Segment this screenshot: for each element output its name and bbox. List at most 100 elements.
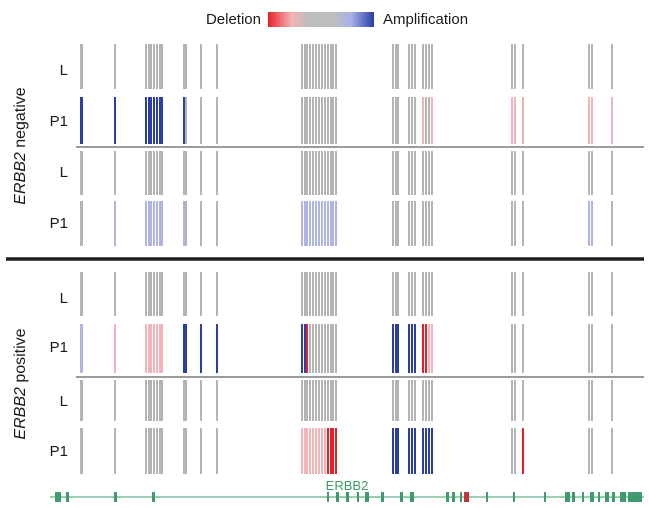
probe-bar <box>306 151 308 195</box>
probe-bar <box>411 428 413 474</box>
probe-bar <box>315 97 317 144</box>
probe-bar <box>522 44 524 89</box>
probe-bar <box>81 380 83 421</box>
probe-bar <box>514 97 516 144</box>
gene-exon <box>410 492 414 502</box>
probe-bar <box>315 380 317 421</box>
probe-bar <box>431 324 433 373</box>
probe-bar <box>414 272 416 316</box>
probe-bar <box>408 97 410 144</box>
probe-bar <box>425 97 427 144</box>
probe-bar <box>335 380 337 421</box>
probe-bar <box>431 380 433 421</box>
probe-bar <box>159 380 161 421</box>
probe-bar <box>321 380 323 421</box>
probe-bar <box>324 201 326 246</box>
probe-bar <box>304 324 306 373</box>
gene-exon <box>114 492 117 502</box>
probe-bar <box>611 272 613 316</box>
probe-bar <box>306 44 308 89</box>
probe-bar <box>422 324 424 373</box>
probe-bar <box>335 97 337 144</box>
probe-bar <box>185 324 187 373</box>
probe-bar <box>148 97 150 144</box>
probe-bar <box>150 428 152 474</box>
gene-exon <box>446 492 449 502</box>
probe-bar <box>425 44 427 89</box>
probe-bar <box>395 272 397 316</box>
legend-color-bar <box>268 12 374 27</box>
probe-bar <box>312 380 314 421</box>
probe-bar <box>397 201 399 246</box>
probe-bar <box>431 44 433 89</box>
probe-bar <box>591 380 593 421</box>
probe-bar <box>395 380 397 421</box>
probe-bar <box>148 324 150 373</box>
probe-bar <box>306 97 308 144</box>
probe-bar <box>81 428 83 474</box>
probe-bar <box>304 272 306 316</box>
probe-bar <box>114 324 116 373</box>
probe-bar <box>161 151 163 195</box>
probe-bar <box>411 151 413 195</box>
probe-bar <box>522 151 524 195</box>
probe-bar <box>200 44 202 89</box>
probe-bar <box>591 97 593 144</box>
track-label-pos-p1a: P1 <box>50 339 68 356</box>
probe-bar <box>312 201 314 246</box>
probe-bar <box>200 380 202 421</box>
probe-bar <box>114 272 116 316</box>
probe-bar <box>414 97 416 144</box>
probe-bar <box>161 428 163 474</box>
probe-bar <box>425 380 427 421</box>
probe-bar <box>301 380 303 421</box>
probe-bar <box>511 324 513 373</box>
probe-bar <box>321 272 323 316</box>
probe-bar <box>321 97 323 144</box>
probe-bar <box>318 44 320 89</box>
probe-bar <box>150 272 152 316</box>
probe-bar <box>611 324 613 373</box>
probe-bar <box>315 201 317 246</box>
probe-bar <box>185 44 187 89</box>
probe-bar <box>81 201 83 246</box>
track-label-neg-p1a: P1 <box>50 113 68 130</box>
probe-bar <box>335 201 337 246</box>
track-label-pos-l1: L <box>60 290 68 307</box>
probe-bar <box>392 380 394 421</box>
legend: Deletion Amplification <box>206 11 468 28</box>
probe-bar <box>306 380 308 421</box>
probe-bar <box>511 97 513 144</box>
probe-bar <box>588 201 590 246</box>
probe-bar <box>159 272 161 316</box>
probe-bar <box>324 428 326 474</box>
probe-bar <box>183 324 185 373</box>
probe-bar <box>327 201 329 246</box>
probe-bar <box>428 201 430 246</box>
probe-bar <box>200 324 202 373</box>
probe-bar <box>114 151 116 195</box>
probe-bar <box>408 151 410 195</box>
probe-bar <box>318 380 320 421</box>
probe-bar <box>397 428 399 474</box>
probe-bar <box>183 201 185 246</box>
probe-bar <box>611 428 613 474</box>
track-label-neg-p1b: P1 <box>50 215 68 232</box>
probe-bar <box>330 272 332 316</box>
probe-bar <box>185 272 187 316</box>
probe-bar <box>145 272 147 316</box>
probe-bar <box>327 97 329 144</box>
probe-bar <box>332 428 334 474</box>
probe-bar <box>183 428 185 474</box>
probe-bar <box>327 151 329 195</box>
probe-bar <box>81 44 83 89</box>
probe-bar <box>332 151 334 195</box>
probe-bar <box>318 151 320 195</box>
gene-exon <box>327 492 329 502</box>
probe-bar <box>183 272 185 316</box>
probe-bar <box>306 428 308 474</box>
probe-bar <box>397 324 399 373</box>
probe-bar <box>148 151 150 195</box>
probe-bar <box>411 44 413 89</box>
probe-bar <box>414 380 416 421</box>
